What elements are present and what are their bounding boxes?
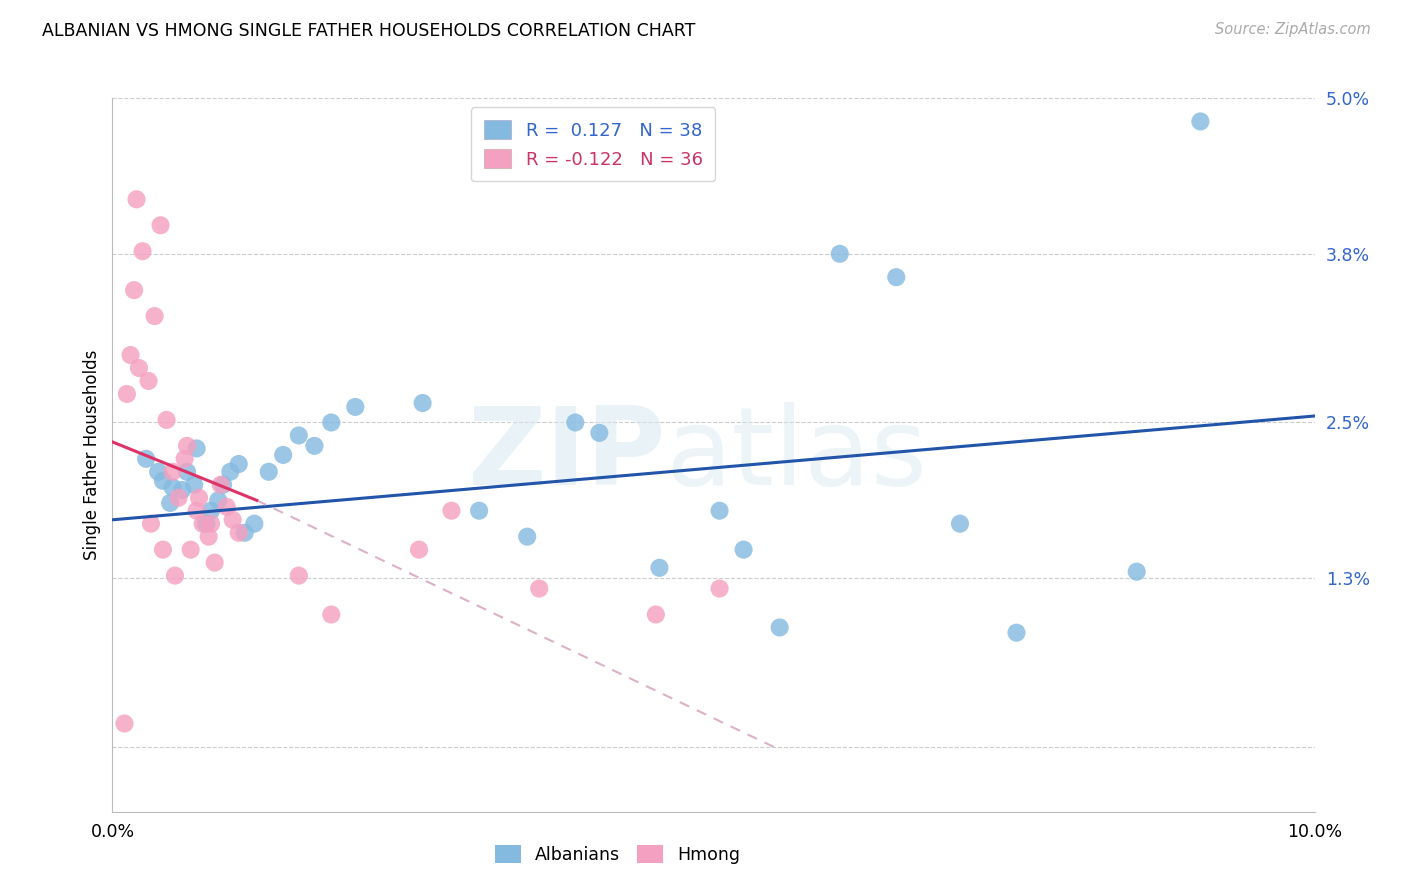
Point	[204, 556, 226, 570]
Point	[152, 474, 174, 488]
Point	[321, 607, 343, 622]
Point	[125, 192, 148, 206]
Point	[228, 525, 250, 540]
Text: Source: ZipAtlas.com: Source: ZipAtlas.com	[1215, 22, 1371, 37]
Point	[644, 607, 666, 622]
Text: atlas: atlas	[665, 402, 928, 508]
Point	[149, 219, 172, 233]
Point	[304, 439, 326, 453]
Point	[233, 525, 256, 540]
Point	[228, 457, 250, 471]
Text: ALBANIAN VS HMONG SINGLE FATHER HOUSEHOLDS CORRELATION CHART: ALBANIAN VS HMONG SINGLE FATHER HOUSEHOL…	[42, 22, 696, 40]
Point	[162, 480, 184, 494]
Point	[243, 516, 266, 531]
Point	[529, 582, 551, 596]
Point	[207, 493, 229, 508]
Point	[709, 504, 731, 518]
Point	[195, 516, 218, 531]
Point	[159, 496, 181, 510]
Point	[138, 374, 160, 388]
Point	[408, 542, 430, 557]
Point	[128, 361, 150, 376]
Text: ZIP: ZIP	[467, 402, 665, 508]
Point	[176, 465, 198, 479]
Point	[212, 477, 235, 491]
Point	[1125, 565, 1147, 579]
Point	[167, 491, 190, 505]
Point	[163, 568, 186, 582]
Point	[828, 247, 851, 261]
Point	[186, 504, 208, 518]
Point	[143, 309, 166, 323]
Point	[412, 396, 434, 410]
Point	[288, 428, 311, 442]
Point	[648, 561, 671, 575]
Point	[468, 504, 491, 518]
Point	[769, 620, 792, 634]
Point	[733, 542, 755, 557]
Point	[257, 465, 280, 479]
Point	[180, 542, 202, 557]
Point	[120, 348, 142, 362]
Legend: Albanians, Hmong: Albanians, Hmong	[488, 838, 747, 871]
Point	[516, 530, 538, 544]
Point	[122, 283, 145, 297]
Y-axis label: Single Father Households: Single Father Households	[83, 350, 101, 560]
Point	[564, 416, 586, 430]
Point	[321, 416, 343, 430]
Point	[191, 516, 214, 531]
Point	[197, 530, 219, 544]
Point	[1189, 114, 1212, 128]
Point	[114, 716, 136, 731]
Point	[200, 504, 222, 518]
Point	[271, 448, 294, 462]
Point	[188, 491, 211, 505]
Point	[884, 270, 907, 285]
Point	[215, 500, 238, 514]
Point	[344, 400, 367, 414]
Point	[209, 477, 232, 491]
Point	[709, 582, 731, 596]
Point	[222, 513, 245, 527]
Point	[176, 439, 198, 453]
Point	[183, 477, 205, 491]
Point	[135, 451, 157, 466]
Point	[131, 244, 153, 259]
Point	[219, 465, 242, 479]
Point	[162, 465, 184, 479]
Point	[288, 568, 311, 582]
Point	[588, 425, 610, 440]
Point	[186, 442, 208, 456]
Point	[139, 516, 162, 531]
Point	[173, 451, 195, 466]
Point	[172, 483, 194, 497]
Point	[155, 413, 177, 427]
Point	[152, 542, 174, 557]
Point	[200, 516, 222, 531]
Point	[1005, 625, 1028, 640]
Point	[115, 387, 138, 401]
Point	[146, 465, 169, 479]
Point	[949, 516, 972, 531]
Point	[440, 504, 463, 518]
